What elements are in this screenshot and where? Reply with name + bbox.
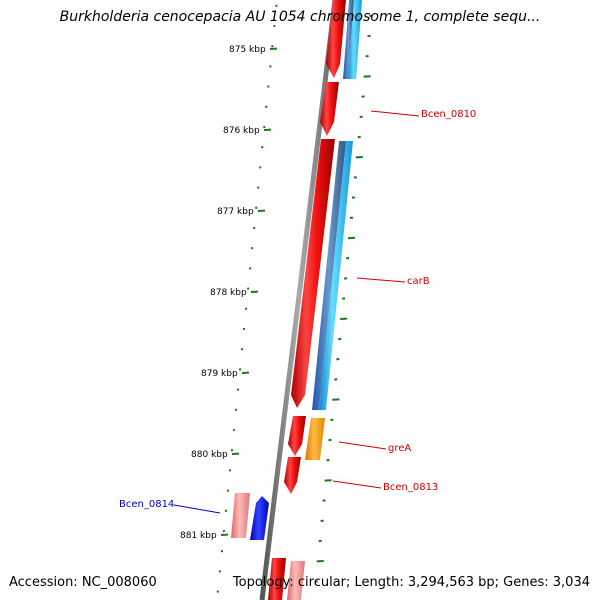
gc-skew-ticks-inner: [216, 4, 278, 593]
gene-arrow-forward[interactable]: [326, 0, 346, 78]
gc-skew-ticks-outer: [314, 14, 373, 583]
ruler-label-876: 876 kbp: [223, 126, 260, 136]
gene-label-leaders: [173, 110, 420, 514]
position-ruler: [220, 47, 278, 536]
ruler-labels: 875 kbp 876 kbp 877 kbp 878 kbp 879 kbp …: [180, 45, 266, 541]
ruler-label-877: 877 kbp: [217, 207, 254, 217]
map-title: Burkholderia cenocepacia AU 1054 chromos…: [59, 9, 541, 25]
gene-arrow-bcen-0813[interactable]: [284, 457, 301, 494]
label-bcen-0810[interactable]: Bcen_0810: [421, 109, 476, 120]
gene-block-light-blue[interactable]: [348, 0, 362, 79]
gene-block-carb-steel[interactable]: [312, 141, 346, 410]
accession-text: Accession: NC_008060: [9, 575, 157, 590]
ruler-label-879: 879 kbp: [201, 369, 238, 379]
gene-labels: Bcen_0810 carB greA Bcen_0813 Bcen_0814: [119, 109, 476, 510]
gene-features: [231, 0, 362, 600]
gene-arrow-bcen-0810[interactable]: [320, 82, 339, 136]
gene-arrow-bcen-0814[interactable]: [250, 496, 269, 540]
ruler-label-880: 880 kbp: [191, 450, 228, 460]
gene-block-carb-light[interactable]: [319, 141, 353, 410]
label-bcen-0814[interactable]: Bcen_0814: [119, 499, 174, 510]
genome-summary-text: Topology: circular; Length: 3,294,563 bp…: [232, 575, 590, 590]
label-carb[interactable]: carB: [407, 276, 430, 287]
ruler-label-875: 875 kbp: [229, 45, 266, 55]
gene-block-steel-blue[interactable]: [343, 0, 354, 79]
label-grea[interactable]: greA: [388, 443, 411, 454]
gene-arrow-carb[interactable]: [291, 139, 335, 408]
ruler-label-881: 881 kbp: [180, 531, 217, 541]
gene-arrow-grea[interactable]: [288, 416, 306, 456]
ruler-label-878: 878 kbp: [210, 288, 247, 298]
gene-block-bottom-pink[interactable]: [287, 561, 305, 600]
label-bcen-0813[interactable]: Bcen_0813: [383, 482, 438, 493]
gene-block-bcen-0814-pink[interactable]: [231, 493, 250, 538]
gene-block-grea-orange[interactable]: [305, 418, 325, 460]
genome-backbone: [259, 0, 338, 600]
gene-block-bottom-red[interactable]: [268, 558, 286, 600]
